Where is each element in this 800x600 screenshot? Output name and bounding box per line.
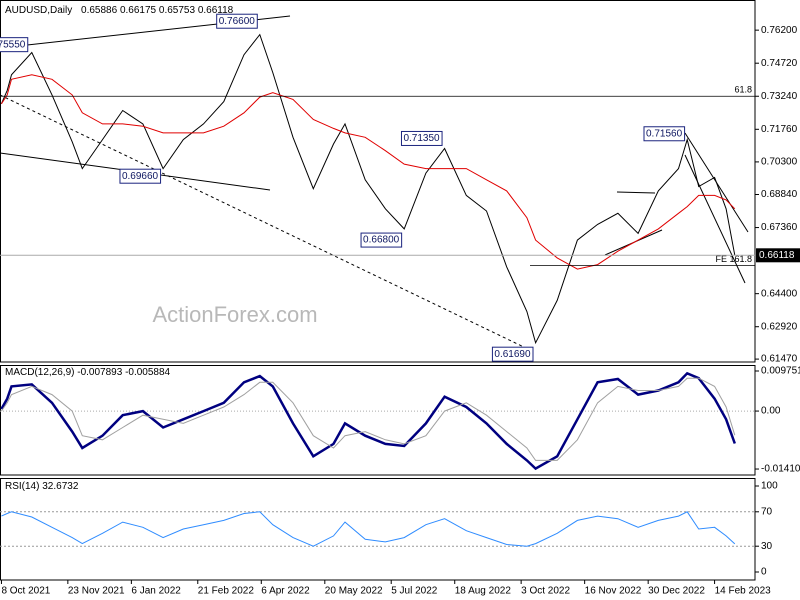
x-tick-label: 21 Feb 2022 — [198, 586, 255, 597]
annotation-label: 0.71560 — [646, 128, 683, 139]
chart-title: AUDUSD,Daily 0.65886 0.66175 0.65753 0.6… — [5, 5, 234, 16]
trendlines: 0.75550 0.76600 0.69660 0.71350 0.66800 0.616… — [0, 13, 749, 362]
y-tick-label: 0.64400 — [761, 288, 798, 299]
price-panel — [0, 0, 756, 363]
series-line — [0, 371, 736, 471]
annotation-box — [0, 37, 29, 53]
price-box — [756, 248, 800, 263]
y-tick-label: 0.68840 — [761, 189, 798, 200]
level-label: FE 161.8 — [715, 254, 752, 264]
annotation-box — [216, 13, 258, 29]
annotation-box — [400, 130, 443, 146]
rsi-title: RSI(14) 32.6732 — [5, 481, 79, 492]
x-tick-label: 20 May 2022 — [325, 586, 383, 597]
y-tick-label: 100 — [761, 481, 778, 492]
series-line — [0, 74, 736, 270]
annotation-label: 0.66800 — [363, 235, 400, 246]
y-tick-label: 0.73240 — [761, 91, 798, 102]
annotation-box — [643, 126, 686, 142]
macd-panel — [0, 365, 756, 476]
trendline — [684, 154, 746, 284]
x-tick-label: 8 Oct 2021 — [1, 586, 50, 597]
y-tick-label: 30 — [761, 541, 773, 552]
y-tick-label: -0.014107 — [761, 464, 800, 475]
annotation-box — [360, 232, 403, 248]
x-tick-label: 16 Nov 2022 — [585, 586, 642, 597]
annotation-label: 0.75550 — [0, 39, 26, 50]
y-tick-label: 0.61470 — [761, 354, 798, 365]
x-tick-label: 30 Dec 2022 — [648, 586, 705, 597]
y-tick-label: 0.009751 — [761, 366, 800, 377]
y-tick-label: 0.76200 — [761, 25, 798, 36]
annotation-label: 0.71350 — [403, 133, 440, 144]
x-tick-label: 6 Jan 2022 — [131, 586, 181, 597]
y-tick-label: 70 — [761, 506, 773, 517]
annotation-box — [119, 168, 162, 184]
macd-title: MACD(12,26,9) -0.007893 -0.005884 — [5, 367, 171, 378]
x-tick-label: 5 Jul 2022 — [391, 586, 438, 597]
trendline — [0, 94, 531, 351]
y-tick-label: 0.67360 — [761, 222, 798, 233]
level-label: 61.8 — [734, 85, 752, 95]
y-tick-label: 0.70300 — [761, 157, 798, 168]
annotation-label: 0.76600 — [219, 16, 256, 27]
series-line — [1, 511, 736, 547]
x-tick-label: 3 Oct 2022 — [521, 586, 570, 597]
y-tick-label: 0.74720 — [761, 58, 798, 69]
watermark: ActionForex.com — [152, 302, 317, 327]
y-tick-label: 0 — [761, 567, 767, 578]
rsi-panel — [0, 478, 756, 581]
y-tick-label: 0.71760 — [761, 124, 798, 135]
annotation-label: 0.69660 — [122, 171, 159, 182]
x-tick-label: 23 Nov 2021 — [68, 586, 125, 597]
series-line — [0, 33, 736, 345]
trendline — [616, 191, 656, 194]
annotation-label: 0.61690 — [494, 349, 531, 360]
x-tick-label: 14 Feb 2023 — [715, 586, 772, 597]
price-label: 0.66118 — [759, 250, 795, 261]
annotation-box — [491, 346, 534, 362]
y-tick-label: 0.62920 — [761, 321, 798, 332]
x-tick-label: 18 Aug 2022 — [455, 586, 512, 597]
series-line — [0, 377, 736, 461]
x-tick-label: 6 Apr 2022 — [261, 586, 310, 597]
y-tick-label: 0.00 — [761, 406, 781, 417]
